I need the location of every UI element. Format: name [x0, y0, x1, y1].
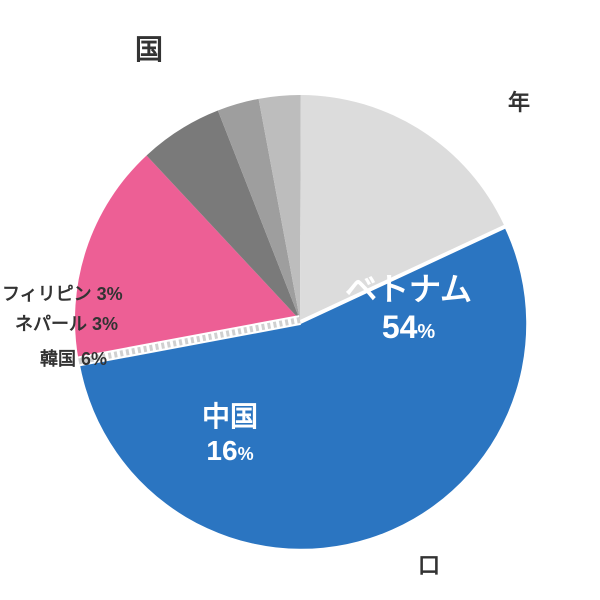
slice-pct: 16: [206, 435, 237, 466]
slice-pct: 3: [97, 284, 107, 304]
chart-title-top: 国: [135, 28, 163, 68]
slice-pct: 6: [81, 349, 91, 369]
slice-label-vietnam: ベトナム 54%: [345, 270, 472, 347]
pie-chart-container: 国 年 口 ベトナム 54% 中国 16% 韓国 6% ネパール 3% フィリピ…: [0, 0, 600, 600]
slice-name: ベトナム: [345, 271, 472, 307]
slice-name: ネパール: [15, 314, 87, 334]
slice-name: フィリピン: [2, 284, 92, 304]
chart-title-bottom: 口: [180, 548, 440, 580]
slice-label-korea: 韓国 6%: [40, 345, 107, 371]
slice-label-nepal: ネパール 3%: [15, 310, 118, 336]
slice-label-china: 中国 16%: [202, 400, 258, 467]
slice-label-philippines: フィリピン 3%: [2, 280, 123, 306]
slice-name: 韓国: [40, 349, 76, 369]
slice-pct: 54: [382, 309, 418, 345]
slice-pct: 3: [92, 314, 102, 334]
chart-title-right: 年: [508, 85, 530, 117]
slice-name: 中国: [202, 401, 258, 432]
